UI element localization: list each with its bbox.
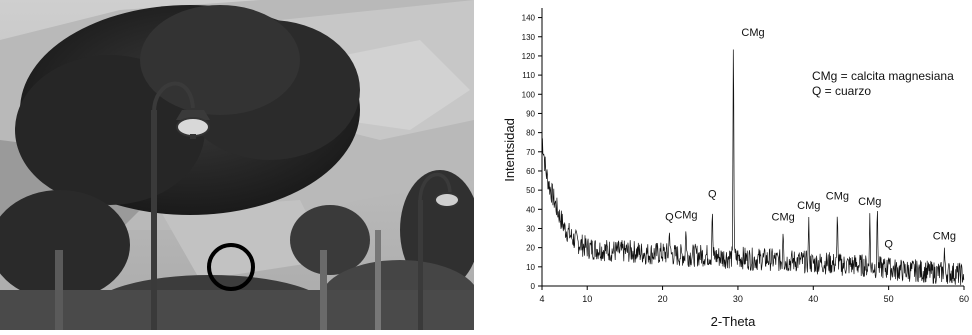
y-tick-label: 0 [531, 282, 536, 291]
y-tick-label: 80 [526, 129, 535, 138]
peak-label: CMg [858, 196, 881, 208]
y-tick-label: 110 [522, 71, 535, 80]
peak-label: Q [708, 188, 717, 200]
y-tick-label: 60 [526, 167, 535, 176]
y-tick-label: 120 [522, 52, 536, 61]
y-tick-label: 140 [522, 14, 536, 23]
peak-label: CMg [741, 27, 764, 39]
peak-label: Q [665, 211, 674, 223]
y-tick-label: 100 [522, 90, 536, 99]
x-tick-label: 10 [582, 294, 592, 304]
y-tick-label: 20 [526, 244, 535, 253]
peak-label: CMg [933, 231, 956, 243]
peak-label: CMg [797, 200, 820, 212]
x-tick-label: 40 [808, 294, 818, 304]
x-tick-label: 50 [884, 294, 894, 304]
x-tick-label: 60 [959, 294, 969, 304]
y-tick-label: 10 [526, 263, 535, 272]
xrd-chart: 4 10 20 30 40 50 60 0 10 20 30 40 50 60 70 80 90 100 110 12… [478, 0, 972, 330]
xrd-chart-svg: 4 10 20 30 40 50 60 0 10 20 30 40 50 60 70 80 90 100 110 12… [502, 8, 969, 329]
site-photo [0, 0, 474, 330]
y-tick-label: 50 [526, 186, 535, 195]
legend-line-2: Q = cuarzo [812, 84, 871, 98]
y-tick-label: 30 [526, 224, 535, 233]
peak-label: CMg [826, 190, 849, 202]
site-photo-illustration [0, 0, 474, 330]
peak-label: CMg [674, 210, 697, 222]
x-tick-label: 30 [733, 294, 743, 304]
x-tick-label: 4 [539, 294, 544, 304]
diffractogram-line [541, 49, 965, 286]
peak-label: CMg [772, 211, 795, 223]
legend-line-1: CMg = calcita magnesiana [812, 69, 954, 83]
x-axis-label: 2-Theta [711, 314, 757, 329]
y-tick-label: 90 [526, 109, 535, 118]
peak-label: Q [884, 238, 893, 250]
x-tick-label: 20 [658, 294, 668, 304]
y-tick-label: 70 [526, 148, 535, 157]
y-tick-label: 130 [522, 33, 536, 42]
y-axis-label: Intentsidad [502, 118, 517, 182]
sample-location-circle [207, 243, 255, 291]
y-tick-label: 40 [526, 205, 535, 214]
